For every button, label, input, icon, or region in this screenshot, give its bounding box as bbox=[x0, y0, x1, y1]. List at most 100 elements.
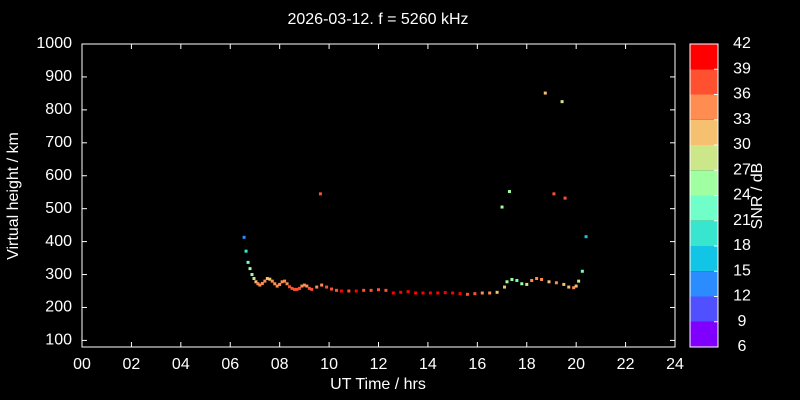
y-tick-label: 500 bbox=[45, 200, 72, 217]
data-point bbox=[552, 192, 556, 196]
data-point bbox=[465, 292, 469, 296]
x-tick-label: 12 bbox=[370, 356, 388, 373]
x-tick-label: 06 bbox=[221, 356, 239, 373]
colorbar-band bbox=[690, 321, 718, 347]
data-point bbox=[278, 282, 282, 286]
colorbar-tick-label: 15 bbox=[733, 262, 751, 279]
data-point bbox=[525, 282, 529, 286]
colorbar-tick-label: 12 bbox=[733, 288, 751, 305]
x-tick-label: 24 bbox=[666, 356, 684, 373]
colorbar-tick-label: 39 bbox=[733, 60, 751, 77]
data-point bbox=[473, 292, 477, 296]
colorbar-band bbox=[690, 220, 718, 246]
data-point bbox=[250, 273, 254, 277]
colorbar-tick-label: 30 bbox=[733, 136, 751, 153]
data-point bbox=[377, 288, 380, 292]
colorbar-tick-label: 6 bbox=[738, 338, 747, 355]
data-point bbox=[436, 291, 440, 295]
x-tick-label: 00 bbox=[73, 356, 91, 373]
data-point bbox=[260, 281, 264, 285]
y-tick-label: 700 bbox=[45, 134, 72, 151]
data-point bbox=[334, 288, 338, 292]
colorbar-band bbox=[690, 195, 718, 221]
data-point bbox=[280, 280, 284, 284]
data-point bbox=[567, 285, 571, 289]
data-point bbox=[318, 192, 322, 196]
data-point bbox=[580, 269, 584, 273]
colorbar-tick-label: 9 bbox=[738, 313, 747, 330]
data-point bbox=[315, 285, 319, 289]
data-point bbox=[535, 276, 539, 280]
data-point bbox=[265, 276, 269, 280]
y-tick-label: 300 bbox=[45, 266, 72, 283]
colorbar-tick-label: 18 bbox=[733, 237, 751, 254]
data-point bbox=[488, 291, 492, 295]
colorbar-band bbox=[690, 94, 718, 120]
data-point bbox=[443, 291, 447, 295]
data-point bbox=[414, 291, 418, 295]
y-tick-label: 600 bbox=[45, 167, 72, 184]
data-point bbox=[543, 91, 547, 95]
data-point bbox=[258, 283, 262, 287]
data-point bbox=[246, 260, 250, 264]
data-point bbox=[297, 286, 301, 290]
data-point bbox=[369, 288, 373, 292]
data-point bbox=[577, 279, 581, 283]
x-tick-label: 04 bbox=[172, 356, 190, 373]
data-point bbox=[302, 283, 306, 287]
colorbar-band bbox=[690, 119, 718, 145]
x-tick-label: 10 bbox=[320, 356, 338, 373]
colorbar-band bbox=[690, 69, 718, 95]
x-tick-label: 22 bbox=[617, 356, 635, 373]
y-axis-label: Virtual height / km bbox=[5, 132, 22, 260]
y-tick-label: 900 bbox=[45, 68, 72, 85]
data-point bbox=[458, 292, 462, 296]
colorbar-tick-label: 27 bbox=[733, 161, 751, 178]
data-point bbox=[540, 277, 544, 281]
data-point bbox=[562, 282, 566, 286]
data-point bbox=[428, 291, 432, 295]
data-point bbox=[242, 235, 246, 239]
data-point bbox=[339, 289, 343, 293]
x-tick-label: 16 bbox=[468, 356, 486, 373]
data-point bbox=[354, 289, 358, 293]
colorbar-tick-label: 33 bbox=[733, 111, 751, 128]
data-point bbox=[256, 282, 260, 286]
data-point bbox=[500, 205, 504, 209]
data-point bbox=[563, 196, 567, 200]
data-point bbox=[292, 287, 296, 291]
data-point bbox=[347, 289, 351, 293]
colorbar-tick-label: 21 bbox=[733, 212, 751, 229]
plot-frame bbox=[81, 43, 676, 348]
data-point bbox=[406, 290, 410, 294]
data-point bbox=[254, 280, 258, 284]
data-point bbox=[503, 285, 507, 289]
y-tick-label: 800 bbox=[45, 101, 72, 118]
data-point bbox=[530, 278, 534, 282]
colorbar-tick-label: 42 bbox=[733, 35, 751, 52]
data-point bbox=[270, 279, 274, 283]
colorbar-band bbox=[690, 170, 718, 196]
x-tick-label: 08 bbox=[271, 356, 289, 373]
x-axis-label: UT Time / hrs bbox=[330, 376, 426, 393]
data-point bbox=[244, 249, 248, 253]
x-tick-label: 20 bbox=[567, 356, 585, 373]
x-tick-label: 02 bbox=[123, 356, 141, 373]
data-point bbox=[451, 291, 455, 295]
data-point bbox=[510, 277, 514, 281]
data-point bbox=[263, 279, 267, 283]
colorbar-band bbox=[690, 271, 718, 297]
data-point bbox=[305, 284, 309, 288]
data-point bbox=[495, 290, 499, 294]
data-point bbox=[320, 283, 324, 287]
colorbar-tick-label: 24 bbox=[733, 187, 751, 204]
data-point bbox=[307, 286, 311, 290]
x-tick-label: 18 bbox=[518, 356, 536, 373]
data-point bbox=[248, 267, 252, 271]
data-point bbox=[384, 288, 388, 292]
data-point bbox=[554, 281, 558, 285]
data-point bbox=[290, 286, 294, 290]
y-tick-label: 1000 bbox=[36, 35, 72, 52]
y-tick-label: 100 bbox=[45, 332, 72, 349]
data-point bbox=[310, 287, 314, 291]
